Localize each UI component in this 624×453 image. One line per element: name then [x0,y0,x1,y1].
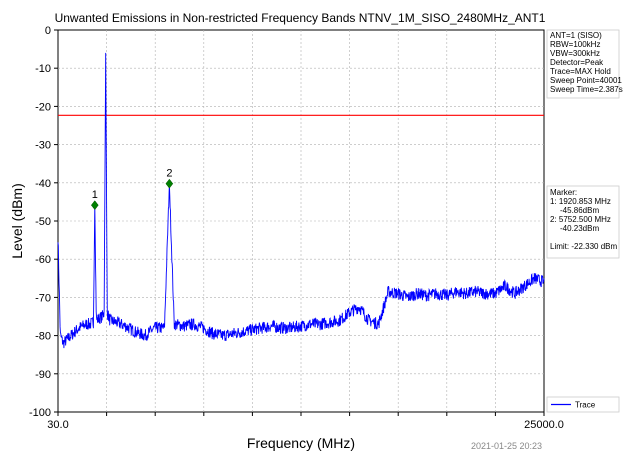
y-tick-label: -40 [35,178,51,190]
y-tick-label: -100 [29,407,51,419]
x-axis-label: Frequency (MHz) [247,435,355,451]
marker-box-line: -40.23dBm [560,224,599,233]
settings-line: Trace=MAX Hold [550,67,611,76]
y-tick-label: -30 [35,140,51,152]
x-tick-label-start: 30.0 [47,419,68,431]
marker-box-line: -45.86dBm [560,206,599,215]
y-tick-label: -60 [35,254,51,266]
settings-line: Sweep Point=40001 [550,76,622,85]
marker-2-label: 2 [166,168,172,180]
y-tick-label: 0 [45,25,51,37]
marker-box-line: 1: 1920.853 MHz [550,197,611,206]
x-axis-ticks: 30.0 25000.0 [47,412,564,431]
y-tick-label: -90 [35,369,51,381]
timestamp: 2021-01-25 20:23 [471,441,542,451]
y-tick-label: -10 [35,63,51,75]
marker-box-line: Marker: [550,188,577,197]
x-tick-label-end: 25000.0 [524,419,564,431]
y-tick-label: -70 [35,292,51,304]
trace-series-line [57,52,545,349]
legend-box [546,396,620,413]
settings-line: VBW=300kHz [550,49,600,58]
y-axis-label: Level (dBm) [9,183,25,258]
marker-1-diamond [90,200,99,211]
marker-2-diamond [165,178,174,189]
y-tick-label: -20 [35,101,51,113]
settings-line: RBW=100kHz [550,40,600,49]
settings-line: ANT=1 (SISO) [550,31,602,40]
y-axis-ticks: 0 -10 -20 -30 -40 -50 -60 -70 -80 -90 -100 [29,25,58,419]
chart-title: Unwanted Emissions in Non-restricted Fre… [55,11,546,25]
legend-label: Trace [575,401,596,410]
markers: 12 [90,168,174,211]
settings-box [546,29,620,99]
marker-box-line: Limit: -22.330 dBm [550,242,617,251]
y-tick-label: -80 [35,331,51,343]
settings-box-text: ANT=1 (SISO)RBW=100kHzVBW=300kHzDetector… [550,31,623,94]
settings-line: Detector=Peak [550,58,604,67]
marker-box [546,185,620,259]
marker-1-label: 1 [92,189,98,201]
y-tick-label: -50 [35,216,51,228]
settings-line: Sweep Time=2.387s [550,85,623,94]
marker-box-line: 2: 5752.500 MHz [550,215,611,224]
